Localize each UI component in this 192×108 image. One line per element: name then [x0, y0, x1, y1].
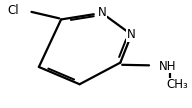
Text: Cl: Cl: [7, 4, 18, 17]
Text: NH: NH: [159, 60, 177, 73]
Text: N: N: [127, 28, 136, 41]
Text: CH₃: CH₃: [167, 78, 188, 91]
Text: N: N: [98, 6, 106, 19]
